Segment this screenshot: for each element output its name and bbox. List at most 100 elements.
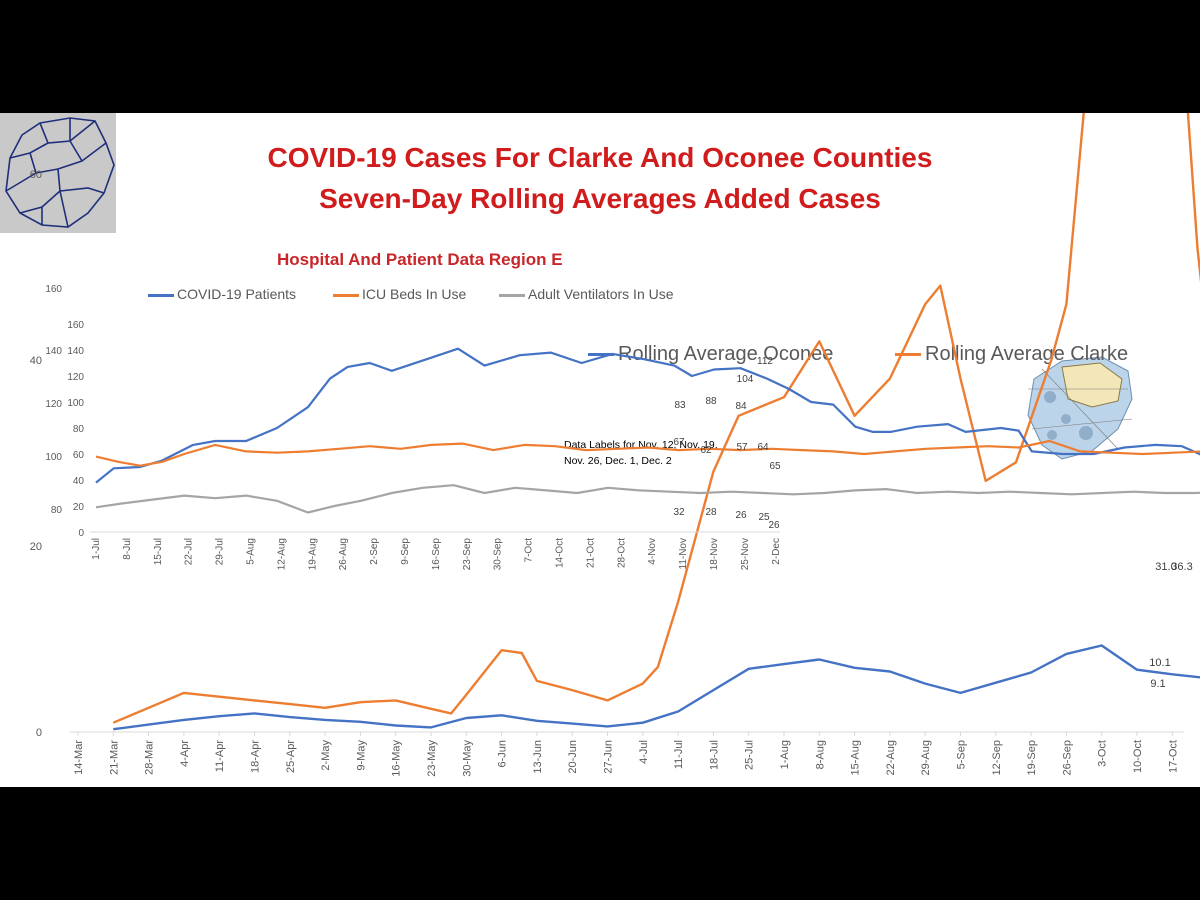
inset-data-label-14: 26 bbox=[768, 520, 780, 531]
legend-label-ventilators: Adult Ventilators In Use bbox=[528, 286, 674, 302]
legend-label-covid-patients: COVID-19 Patients bbox=[177, 286, 297, 302]
main-x-tick-27: 19-Sep bbox=[1026, 740, 1038, 775]
main-x-tick-19: 25-Jul bbox=[744, 740, 756, 770]
inset-y-tick-3: 60 bbox=[73, 450, 85, 461]
inset-y-tick-8: 160 bbox=[67, 320, 84, 331]
main-data-label-3: 10.1 bbox=[1149, 657, 1170, 669]
main-x-tick-29: 3-Oct bbox=[1097, 740, 1109, 767]
inset-x-tick-8: 26-Aug bbox=[338, 538, 349, 570]
inset-x-tick-20: 18-Nov bbox=[709, 538, 720, 570]
main-x-tick-26: 12-Sep bbox=[991, 740, 1003, 775]
main-x-tick-15: 27-Jun bbox=[603, 740, 615, 774]
inset-x-tick-0: 1-Jul bbox=[91, 538, 102, 560]
legend-label-icu-beds: ICU Beds In Use bbox=[362, 286, 467, 302]
inset-x-tick-10: 9-Sep bbox=[400, 538, 411, 565]
chart-title: COVID-19 Cases For Clarke And Oconee Cou… bbox=[267, 142, 933, 173]
main-x-tick-18: 18-Jul bbox=[708, 740, 720, 770]
main-y-tick-3: 60 bbox=[30, 169, 42, 181]
inset-y-tick-4: 80 bbox=[73, 424, 85, 435]
inset-x-tick-18: 4-Nov bbox=[647, 538, 658, 565]
main-x-tick-12: 6-Jun bbox=[497, 740, 509, 768]
inset-data-label-7: 57 bbox=[736, 442, 748, 453]
inset-data-label-2: 84 bbox=[735, 401, 747, 412]
inset-y-tick-7: 140 bbox=[67, 346, 84, 357]
legend-swatch-clarke bbox=[895, 353, 921, 357]
inset-data-label-5: 67 bbox=[673, 437, 685, 448]
main-x-tick-5: 18-Apr bbox=[250, 740, 262, 773]
inset-data-label-6: 62 bbox=[700, 445, 712, 456]
outer-y-tick-3: 140 bbox=[45, 346, 62, 357]
legend-item-oconee: Rolling Average Oconee bbox=[588, 343, 833, 366]
main-x-tick-14: 20-Jun bbox=[567, 740, 579, 774]
main-x-tick-28: 26-Sep bbox=[1061, 740, 1073, 775]
main-y-tick-1: 20 bbox=[30, 541, 42, 553]
main-x-tick-9: 16-May bbox=[391, 740, 403, 777]
inset-x-tick-2: 15-Jul bbox=[153, 538, 164, 565]
main-series-line-0 bbox=[113, 644, 1200, 731]
outer-y-tick-2: 120 bbox=[45, 399, 62, 410]
outer-y-tick-4: 160 bbox=[45, 284, 62, 295]
main-x-tick-8: 9-May bbox=[355, 740, 367, 771]
main-x-tick-10: 23-May bbox=[426, 740, 438, 777]
inset-x-tick-11: 16-Sep bbox=[431, 538, 442, 571]
inset-x-tick-4: 29-Jul bbox=[215, 538, 226, 565]
inset-x-tick-9: 2-Sep bbox=[369, 538, 380, 565]
legend-swatch-covid-patients bbox=[148, 293, 174, 297]
chart-subtitle: Seven-Day Rolling Averages Added Cases bbox=[319, 183, 881, 214]
main-x-tick-0: 14-Mar bbox=[73, 740, 85, 775]
inset-data-label-4: 112 bbox=[757, 356, 773, 367]
main-x-tick-6: 25-Apr bbox=[285, 740, 297, 773]
main-x-tick-7: 2-May bbox=[320, 740, 332, 771]
main-x-tick-3: 4-Apr bbox=[179, 740, 191, 767]
main-chart: 0 20 40 60 14-Mar 21-Mar 28-Mar 4-Apr 11-Apr 18-A… bbox=[30, 113, 1200, 777]
legend-item-clarke: Rolling Average Clarke bbox=[895, 343, 1128, 366]
inset-y-tick-1: 20 bbox=[73, 502, 85, 513]
inset-x-tick-6: 12-Aug bbox=[276, 538, 287, 570]
main-series-line-1 bbox=[112, 113, 1200, 724]
legend-item-ventilators: Adult Ventilators In Use bbox=[499, 286, 674, 302]
main-x-tick-13: 13-Jun bbox=[532, 740, 544, 774]
main-x-tick-31: 17-Oct bbox=[1167, 740, 1179, 773]
main-x-tick-25: 5-Sep bbox=[956, 740, 968, 769]
main-x-tick-1: 21-Mar bbox=[108, 740, 120, 775]
main-y-tick-2: 40 bbox=[30, 355, 42, 367]
outer-y-tick-1: 100 bbox=[45, 452, 62, 463]
main-data-label-1: 36.3 bbox=[1171, 561, 1192, 573]
outer-y-tick-0: 80 bbox=[51, 505, 63, 516]
legend-item-covid-patients: COVID-19 Patients bbox=[148, 286, 296, 302]
main-x-tick-16: 4-Jul bbox=[638, 740, 650, 764]
legend-item-icu-beds: ICU Beds In Use bbox=[333, 286, 466, 302]
inset-y-tick-2: 40 bbox=[73, 476, 85, 487]
inset-y-tick-0: 0 bbox=[78, 528, 84, 539]
legend-swatch-icu-beds bbox=[333, 293, 359, 297]
inset-data-label-0: 83 bbox=[674, 400, 686, 411]
legend-label-clarke: Rolling Average Clarke bbox=[925, 343, 1129, 365]
inset-data-label-3: 104 bbox=[737, 374, 754, 385]
main-x-tick-11: 30-May bbox=[461, 740, 473, 777]
inset-x-tick-14: 7-Oct bbox=[524, 538, 535, 563]
inset-x-tick-21: 25-Nov bbox=[740, 538, 751, 570]
inset-y-tick-5: 100 bbox=[67, 398, 84, 409]
inset-series-line-2 bbox=[95, 484, 1200, 514]
inset-x-tick-5: 5-Aug bbox=[246, 538, 257, 565]
main-y-tick-0: 0 bbox=[36, 727, 42, 739]
inset-y-tick-6: 120 bbox=[67, 372, 84, 383]
main-x-tick-30: 10-Oct bbox=[1132, 740, 1144, 773]
inset-x-tick-22: 2-Dec bbox=[771, 538, 782, 565]
inset-x-tick-12: 23-Sep bbox=[462, 538, 473, 571]
inset-data-label-11: 28 bbox=[705, 507, 717, 518]
main-x-tick-4: 11-Apr bbox=[214, 740, 226, 773]
main-x-tick-21: 8-Aug bbox=[814, 740, 826, 769]
inset-x-tick-13: 30-Sep bbox=[493, 538, 504, 571]
inset-data-label-1: 88 bbox=[705, 396, 717, 407]
main-x-tick-17: 11-Jul bbox=[673, 740, 685, 769]
inset-x-tick-1: 8-Jul bbox=[122, 538, 133, 560]
legend-label-oconee: Rolling Average Oconee bbox=[618, 343, 834, 365]
county-map-icon bbox=[0, 113, 116, 233]
inset-x-tick-19: 11-Nov bbox=[678, 538, 689, 570]
main-x-tick-24: 29-Aug bbox=[920, 740, 932, 775]
main-x-tick-20: 1-Aug bbox=[779, 740, 791, 769]
inset-x-tick-15: 14-Oct bbox=[555, 538, 566, 568]
inset-data-label-8: 64 bbox=[757, 442, 769, 453]
inset-data-label-9: 65 bbox=[769, 461, 781, 472]
